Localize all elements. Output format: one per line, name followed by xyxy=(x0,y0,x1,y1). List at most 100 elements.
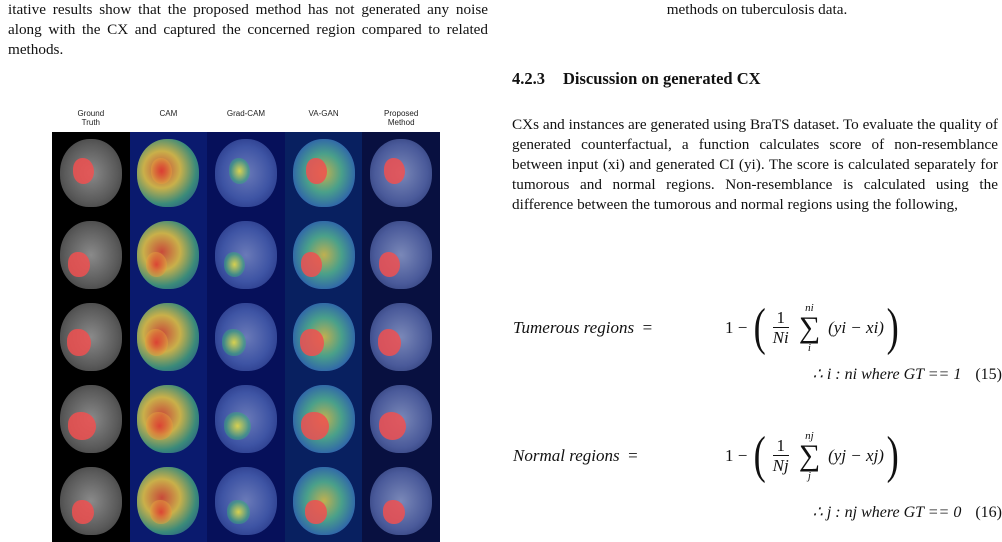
tumor-region xyxy=(68,412,96,440)
tumor-region xyxy=(377,328,402,357)
brain-scan xyxy=(292,384,355,454)
equation-rhs: 1 −(1 Nj nj ∑ j (yj − xj)) xyxy=(725,427,899,484)
tumor-region xyxy=(144,328,169,357)
tumor-region xyxy=(301,412,329,440)
equation-condition: ∴ j : nj where GT == 0 (16) xyxy=(812,504,1002,521)
tumor-region xyxy=(146,252,168,277)
brain-scan xyxy=(292,302,355,372)
equation-rhs: 1 −(1 Ni ni ∑ i (yi − xi)) xyxy=(725,299,899,356)
equation-lhs: Tumerous regions = xyxy=(513,318,653,337)
brain-scan xyxy=(137,138,200,208)
brain-scan xyxy=(292,220,355,290)
scan-cam-row-4 xyxy=(129,378,208,460)
brain-scan xyxy=(370,220,433,290)
comparison-figure: Ground Truth CAM Grad-CAM VA-GAN Propose… xyxy=(52,109,440,542)
tumor-region xyxy=(73,157,95,184)
scan-grad-cam-row-4 xyxy=(207,378,285,460)
brain-scan xyxy=(59,302,122,372)
brain-scan xyxy=(214,138,278,208)
scan-va-gan-row-2 xyxy=(284,214,363,296)
header-va-gan: VA-GAN xyxy=(308,109,339,118)
brain-scan xyxy=(370,138,433,208)
scan-proposed-method-row-1 xyxy=(362,132,440,214)
brain-scan xyxy=(137,220,200,290)
right-paragraph: CXs and instances are generated using Br… xyxy=(512,116,998,213)
equation-condition: ∴ i : ni where GT == 1 (15) xyxy=(812,366,1002,383)
section-number: 4.2.3 xyxy=(512,69,545,88)
brain-scan xyxy=(214,384,278,454)
scan-va-gan-row-1 xyxy=(284,132,363,214)
scan-va-gan-row-3 xyxy=(284,296,363,378)
tumor-region xyxy=(146,412,174,440)
brain-scan xyxy=(59,384,122,454)
header-ground-truth: Ground Truth xyxy=(77,109,105,127)
scan-grad-cam-row-5 xyxy=(207,460,285,542)
tumor-region xyxy=(67,328,91,357)
scan-ground-truth-row-1 xyxy=(52,132,130,214)
tumor-region xyxy=(301,252,323,277)
equation-number: (15) xyxy=(975,366,1002,383)
scan-proposed-method-row-2 xyxy=(362,214,440,296)
brain-scan xyxy=(59,138,122,208)
brain-scan xyxy=(292,138,355,208)
tumor-region xyxy=(228,157,250,184)
scan-ground-truth-row-5 xyxy=(52,460,130,542)
tumor-region xyxy=(223,412,251,440)
brain-scan xyxy=(137,302,200,372)
scan-ground-truth-row-3 xyxy=(52,296,130,378)
scan-cam-row-1 xyxy=(129,132,208,214)
brain-scan xyxy=(214,302,278,372)
scan-grad-cam-row-3 xyxy=(207,296,285,378)
header-grad-cam: Grad-CAM xyxy=(226,109,266,118)
brain-scan xyxy=(292,466,355,536)
tumor-region xyxy=(68,252,90,277)
brain-scan xyxy=(59,220,122,290)
scan-va-gan-row-4 xyxy=(284,378,363,460)
header-proposed-method: Proposed Method xyxy=(384,109,419,127)
figure-column-headers: Ground Truth CAM Grad-CAM VA-GAN Propose… xyxy=(52,109,440,132)
brain-scan xyxy=(214,466,278,536)
scan-va-gan-row-5 xyxy=(284,460,363,542)
tumor-region xyxy=(378,252,400,277)
tumor-region xyxy=(72,499,95,525)
tumor-region xyxy=(304,499,328,525)
section-heading: 4.2.3 Discussion on generated CX xyxy=(512,69,761,89)
tumor-region xyxy=(383,157,405,184)
equation-number: (16) xyxy=(975,504,1002,521)
tumor-region xyxy=(222,328,246,357)
brain-scan xyxy=(214,220,278,290)
tumor-region xyxy=(382,499,405,525)
tumor-region xyxy=(378,412,407,440)
brain-scan xyxy=(370,302,433,372)
brain-image-grid xyxy=(52,132,440,542)
left-paragraph: itative results show that the proposed m… xyxy=(8,1,488,58)
scan-proposed-method-row-4 xyxy=(362,378,440,460)
brain-scan xyxy=(59,466,122,536)
brain-scan xyxy=(370,466,433,536)
scan-grad-cam-row-1 xyxy=(207,132,285,214)
scan-ground-truth-row-2 xyxy=(52,214,130,296)
tumor-region xyxy=(149,499,173,525)
tumor-region xyxy=(299,328,324,357)
scan-proposed-method-row-3 xyxy=(362,296,440,378)
scan-cam-row-5 xyxy=(129,460,208,542)
brain-scan xyxy=(137,466,200,536)
brain-scan xyxy=(370,384,433,454)
tumor-region xyxy=(227,499,250,525)
section-title: Discussion on generated CX xyxy=(563,69,761,88)
tumor-region xyxy=(306,157,328,184)
equation-16: Normal regions = 1 −(1 Nj nj ∑ j (yj − xj)) ∴… xyxy=(512,426,1002,522)
scan-proposed-method-row-5 xyxy=(362,460,440,542)
scan-ground-truth-row-4 xyxy=(52,378,130,460)
scan-cam-row-2 xyxy=(129,214,208,296)
equation-lhs: Normal regions = xyxy=(513,446,638,465)
equation-15: Tumerous regions = 1 −(1 Ni ni ∑ i (yi − xi))… xyxy=(512,298,1002,384)
brain-scan xyxy=(137,384,200,454)
scan-grad-cam-row-2 xyxy=(207,214,285,296)
header-cam: CAM xyxy=(159,109,178,118)
caption-tail-wrap: methods on tuberculosis data. xyxy=(512,0,1002,20)
tumor-region xyxy=(223,252,245,277)
tumor-region xyxy=(150,157,173,184)
figure-caption-tail: methods on tuberculosis data. xyxy=(666,1,848,18)
scan-cam-row-3 xyxy=(129,296,208,378)
